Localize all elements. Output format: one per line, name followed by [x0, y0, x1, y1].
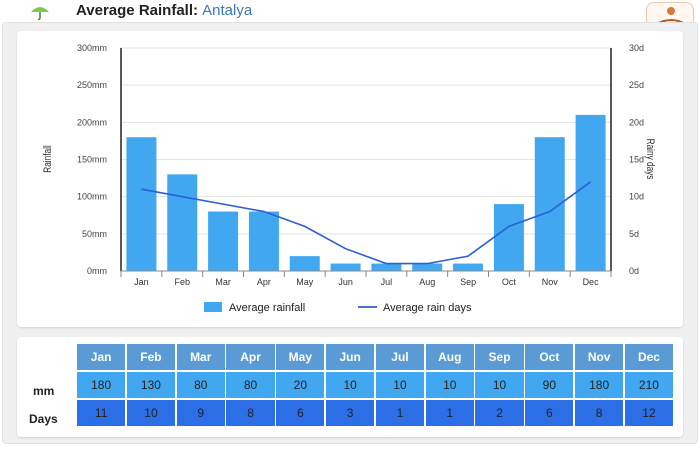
rain-days-line: [141, 181, 592, 265]
y2-tick-label: 30d: [629, 43, 644, 53]
rain-days-cell: 3: [326, 400, 375, 426]
rain-days-cell: 11: [77, 400, 126, 426]
rainfall-mm-cell: 10: [475, 372, 524, 398]
bar-may: [289, 256, 320, 271]
bar-mar: [208, 211, 239, 271]
rain-days-cell: 10: [126, 400, 176, 426]
row-label-days: Days: [29, 412, 58, 426]
y-tick-label: 200mm: [77, 117, 107, 127]
rainfall-mm-cell: 80: [176, 372, 225, 398]
month-header-cell: Jun: [326, 344, 375, 370]
y2-tick-label: 5d: [629, 229, 639, 239]
y2-tick-label: 20d: [629, 117, 644, 127]
title-city: Antalya: [202, 2, 253, 19]
rain-days-cell: 6: [525, 400, 574, 426]
rainfall-mm-cell: 20: [276, 372, 325, 398]
y-tick-label: 50mm: [82, 229, 107, 239]
y-tick-label: 150mm: [77, 155, 107, 165]
x-tick-label: Mar: [215, 277, 231, 287]
rain-days-cell: 8: [226, 400, 275, 426]
legend-raindays-label: Average rain days: [383, 302, 472, 314]
bar-aug: [412, 263, 443, 271]
y-tick-label: 250mm: [77, 80, 107, 90]
page-title: Average Rainfall: Antalya: [76, 2, 252, 19]
rain-days-cell: 8: [575, 400, 624, 426]
rainfall-mm-cell: 130: [126, 372, 176, 398]
x-tick-label: Feb: [174, 277, 190, 287]
rainfall-mm-cell: 180: [77, 372, 126, 398]
rainfall-mm-cell: 10: [326, 372, 375, 398]
x-tick-label: Jan: [134, 277, 149, 287]
page-header: Average Rainfall: Antalya: [0, 0, 700, 24]
month-header-cell: Aug: [425, 344, 474, 370]
legend-rainfall-label: Average rainfall: [229, 302, 305, 314]
month-header-cell: Sep: [475, 344, 524, 370]
rain-days-cell: 9: [176, 400, 225, 426]
x-tick-label: May: [296, 277, 314, 287]
rainfall-mm-cell: 90: [525, 372, 574, 398]
bar-jan: [126, 137, 157, 271]
month-header-cell: Oct: [525, 344, 574, 370]
y2-axis-title: Rainy days: [644, 139, 656, 180]
bar-apr: [248, 211, 279, 271]
content-panel: 0mm 0d 50mm 5d 100mm 10d 150mm 15d 200mm 20d 250mm…: [2, 22, 698, 444]
bar-jul: [371, 263, 402, 271]
rain-days-cell: 6: [276, 400, 325, 426]
month-header-cell: Jan: [77, 344, 126, 370]
month-header-cell: May: [276, 344, 325, 370]
legend-rainfall-swatch: [204, 302, 222, 312]
rain-days-cell: 1: [425, 400, 474, 426]
bar-oct: [493, 204, 524, 271]
bar-dec: [575, 114, 606, 272]
umbrella-rain-icon: [31, 7, 49, 20]
rainfall-mm-cell: 80: [226, 372, 275, 398]
y-axis-title: Rainfall: [42, 145, 54, 173]
data-table: mm Days Jan Feb Mar Apr May Jun Jul Aug Sep Oct No…: [17, 337, 683, 437]
y2-tick-label: 0d: [629, 266, 639, 276]
month-header-cell: Apr: [226, 344, 275, 370]
row-label-mm: mm: [33, 384, 55, 398]
rainfall-mm-cell: 10: [375, 372, 425, 398]
x-tick-label: Sep: [460, 277, 476, 287]
rainfall-chart: 0mm 0d 50mm 5d 100mm 10d 150mm 15d 200mm 20d 250mm…: [42, 43, 656, 314]
title-prefix: Average Rainfall:: [76, 2, 198, 19]
rain-days-cell: 12: [624, 400, 674, 426]
month-header-cell: Feb: [126, 344, 176, 370]
bar-sep: [453, 263, 484, 271]
y-tick-label: 100mm: [77, 192, 107, 202]
rainfall-mm-cell: 10: [425, 372, 474, 398]
y2-tick-label: 10d: [629, 192, 644, 202]
rain-days-cell: 1: [375, 400, 425, 426]
x-tick-label: Oct: [502, 277, 517, 287]
y2-tick-label: 25d: [629, 80, 644, 90]
rainfall-mm-cell: 180: [575, 372, 624, 398]
x-tick-label: Jun: [338, 277, 353, 287]
rain-days-cell: 2: [475, 400, 524, 426]
y-tick-label: 300mm: [77, 43, 107, 53]
rainfall-mm-cell: 210: [624, 372, 674, 398]
y2-tick-label: 15d: [629, 155, 644, 165]
month-header-cell: Mar: [176, 344, 225, 370]
y-tick-label: 0mm: [87, 266, 107, 276]
x-tick-label: Aug: [419, 277, 435, 287]
month-header-cell: Dec: [624, 344, 674, 370]
x-tick-label: Dec: [583, 277, 600, 287]
month-header-cell: Jul: [375, 344, 425, 370]
x-tick-label: Apr: [257, 277, 271, 287]
month-header-cell: Nov: [575, 344, 624, 370]
chart-card: 0mm 0d 50mm 5d 100mm 10d 150mm 15d 200mm 20d 250mm…: [17, 31, 683, 327]
x-tick-label: Nov: [542, 277, 559, 287]
bar-feb: [167, 174, 198, 271]
bar-jun: [330, 263, 361, 271]
x-tick-label: Jul: [381, 277, 393, 287]
